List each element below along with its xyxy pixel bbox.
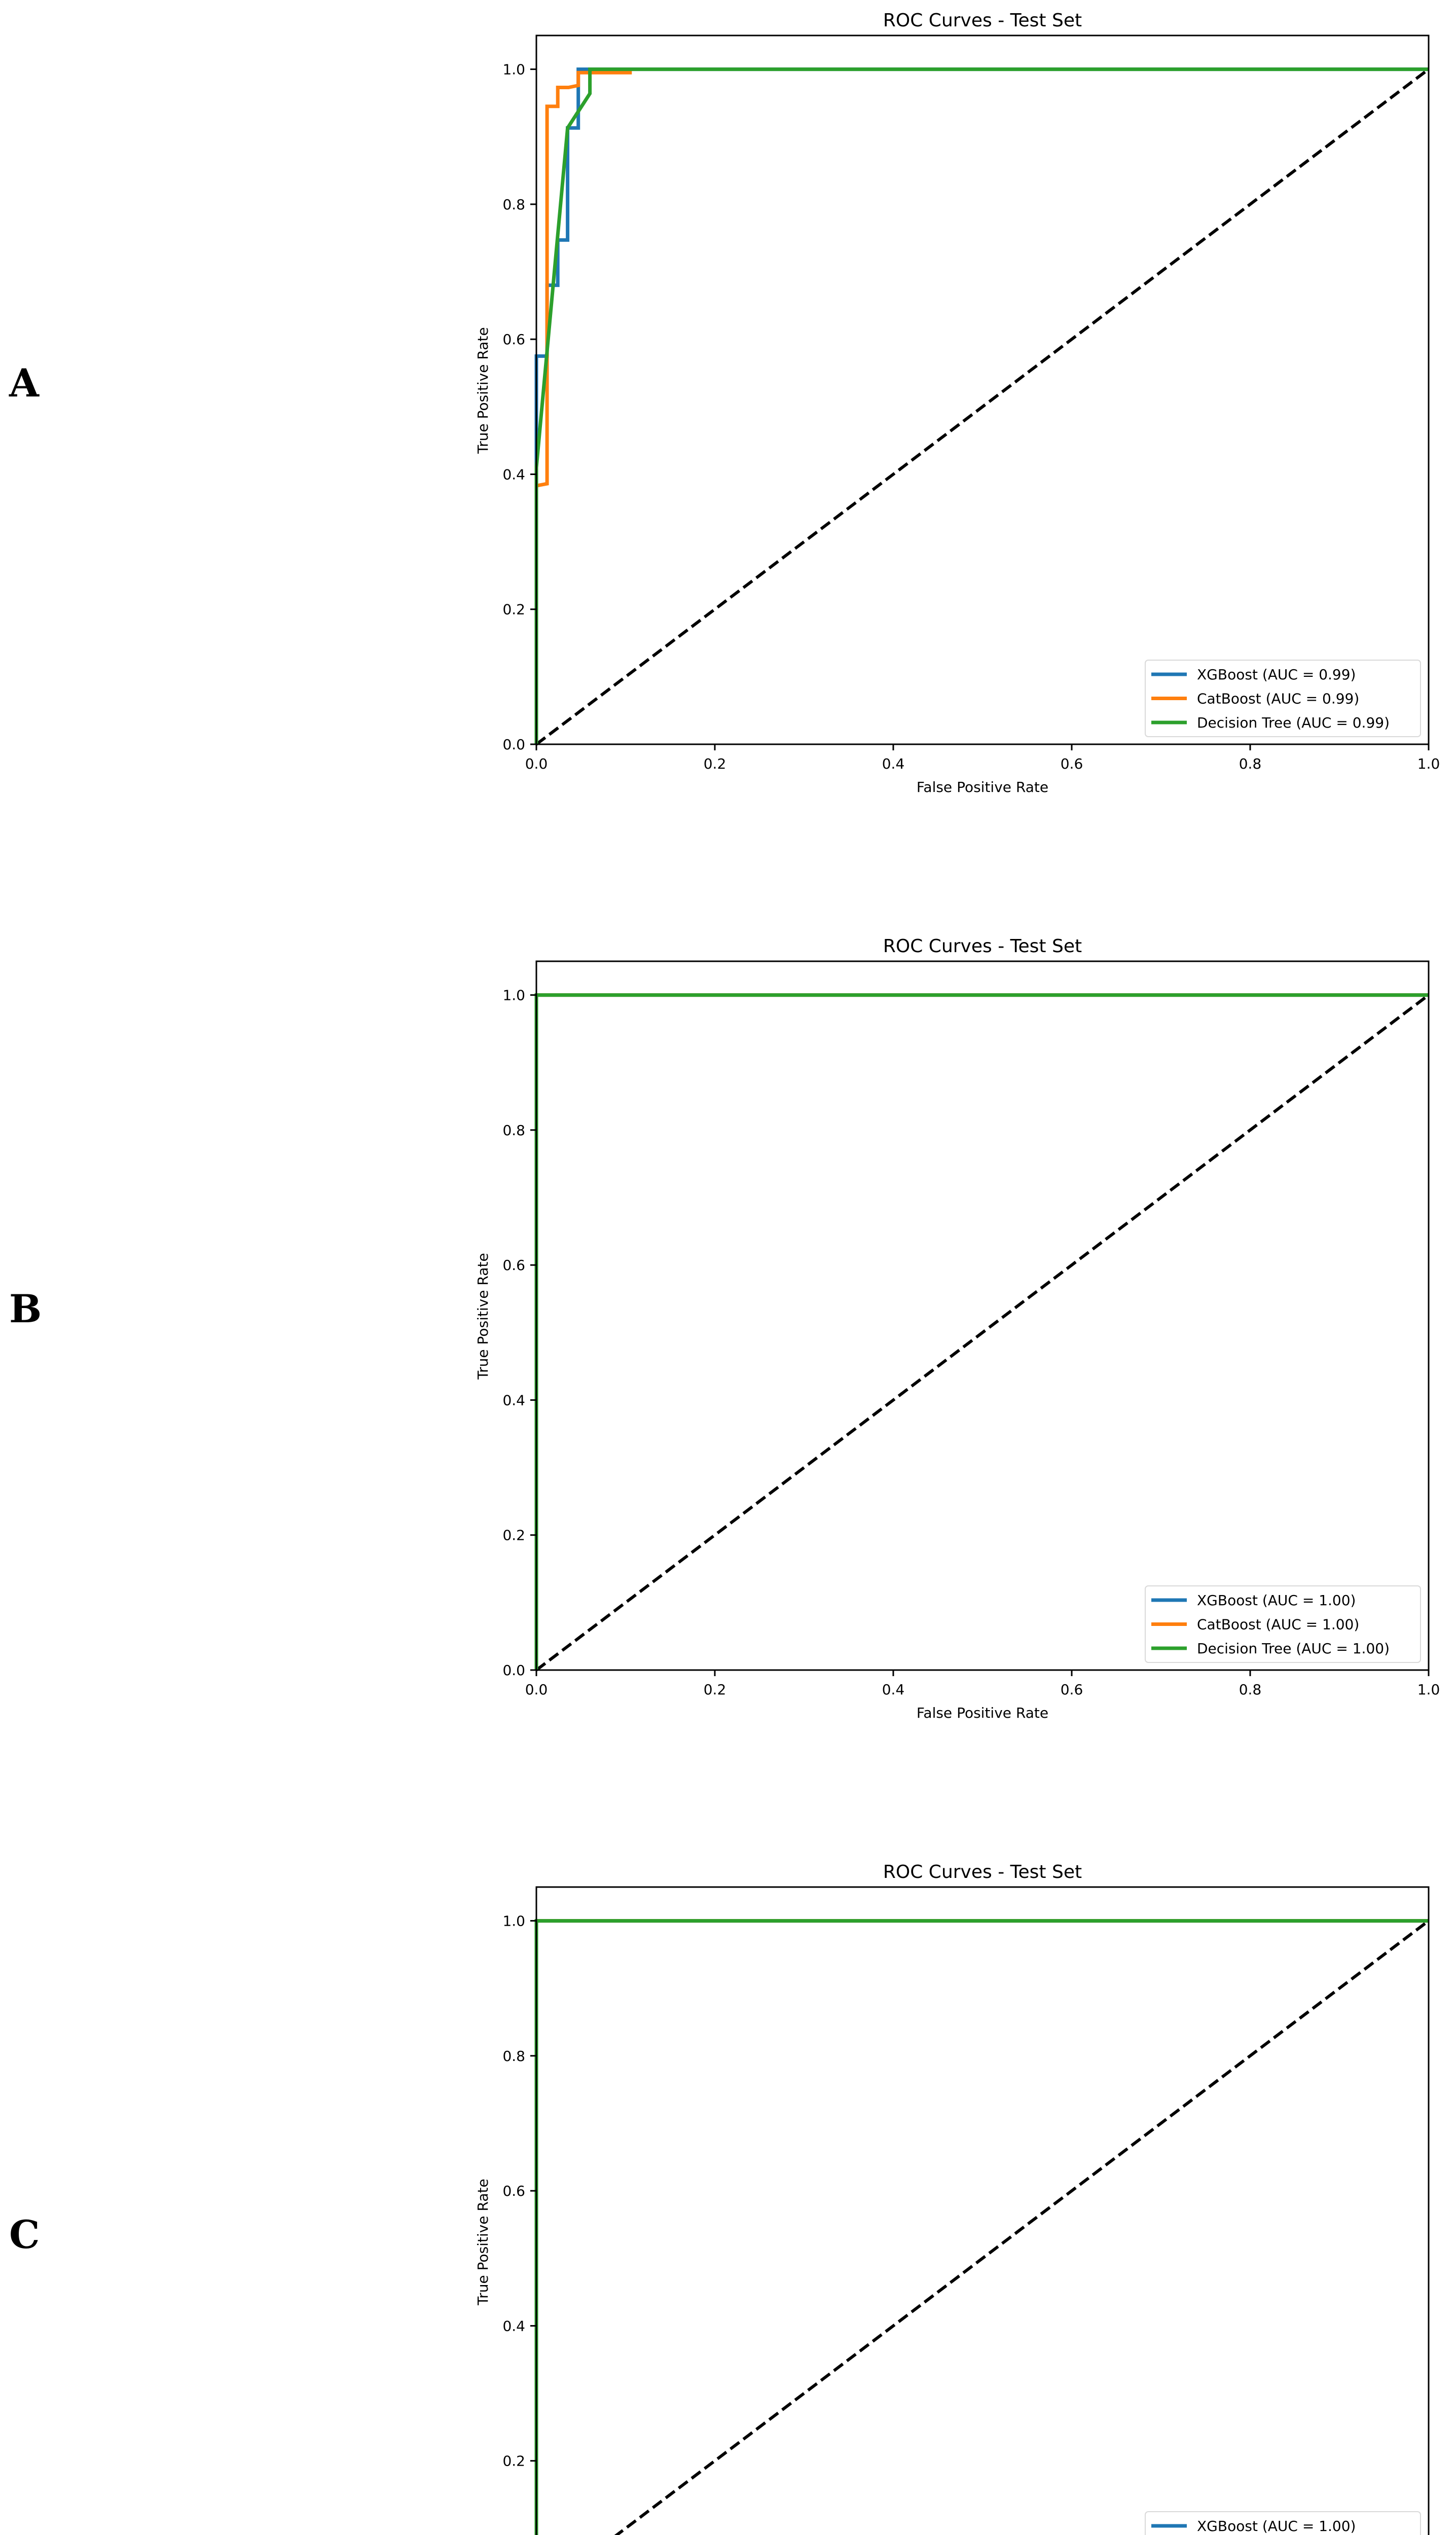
panel-label: A <box>9 360 39 406</box>
y-tick-label: 1.0 <box>502 61 525 78</box>
y-axis-label: True Positive Rate <box>475 1253 491 1380</box>
chart-title: ROC Curves - Test Set <box>883 936 1082 957</box>
legend-item: Decision Tree (AUC = 0.99) <box>1151 714 1390 731</box>
axes-frame <box>535 960 1430 1671</box>
panel-label: B <box>9 1286 42 1331</box>
legend-label: Decision Tree (AUC = 1.00) <box>1197 1640 1390 1657</box>
roc-chart: ROC Curves - Test Set 0.0 0.2 0.4 0.6 0.8 1.0… <box>475 936 1440 1721</box>
reference-diagonal-line <box>535 68 1430 746</box>
legend-label: Decision Tree (AUC = 0.99) <box>1197 714 1390 731</box>
legend-item: CatBoost (AUC = 1.00) <box>1151 1616 1359 1633</box>
legend-box <box>1145 2511 1421 2535</box>
legend: XGBoost (AUC = 0.99) CatBoost (AUC = 0.99… <box>1145 660 1421 737</box>
x-tick-label: 0.8 <box>1239 1681 1262 1698</box>
legend-item: CatBoost (AUC = 0.99) <box>1151 691 1359 707</box>
y-tick-label: 0.0 <box>502 736 525 753</box>
plot-area <box>534 1886 1430 2535</box>
reference-diagonal-line <box>614 1920 1430 2535</box>
y-tick-label: 0.4 <box>502 466 525 483</box>
y-tick-label: 0.4 <box>502 2317 525 2334</box>
x-tick-label: 0.6 <box>1061 755 1083 772</box>
y-axis-label: True Positive Rate <box>475 2179 491 2305</box>
legend-label: CatBoost (AUC = 1.00) <box>1197 1616 1359 1633</box>
legend-item: XGBoost (AUC = 1.00) <box>1151 2518 1356 2534</box>
y-axis: 0.00.20.40.60.81.0 <box>502 1913 536 2470</box>
x-axis-label: False Positive Rate <box>917 779 1048 795</box>
legend-box <box>1145 1585 1421 1663</box>
roc-chart: ROC Curves - Test Set 0.0 0.2 0.4 0.6 0.8 1.0… <box>475 10 1440 795</box>
axes-frame <box>535 1886 1430 2535</box>
roc-curve-1 <box>534 70 632 744</box>
x-tick-label: 1.0 <box>1417 755 1440 772</box>
x-axis: 0.0 0.2 0.4 0.6 0.8 1.0 <box>525 1670 1440 1698</box>
y-tick-label: 0.8 <box>502 1122 525 1139</box>
axes-frame <box>535 34 1430 745</box>
y-tick-label: 1.0 <box>502 1913 525 1930</box>
x-tick-label: 0.6 <box>1061 1681 1083 1698</box>
y-tick-label: 0.2 <box>502 1527 525 1544</box>
y-axis-label: True Positive Rate <box>475 327 491 454</box>
roc-curve-0 <box>534 1919 1429 2535</box>
legend-box <box>1145 660 1421 737</box>
x-axis: 0.0 0.2 0.4 0.6 0.8 1.0 <box>525 744 1440 772</box>
legend-label: XGBoost (AUC = 1.00) <box>1197 1592 1356 1609</box>
roc-chart: ROC Curves - Test Set 0.00.20.40.60.81.0… <box>475 1862 1430 2535</box>
y-axis: 0.0 0.2 0.4 0.6 0.8 1.0 <box>502 987 536 1679</box>
reference-diagonal-line <box>535 994 1430 1672</box>
x-tick-label: 0.4 <box>882 755 905 772</box>
y-tick-label: 0.2 <box>502 601 525 618</box>
x-tick-label: 1.0 <box>1417 1681 1440 1698</box>
chart-title: ROC Curves - Test Set <box>883 1862 1082 1882</box>
y-tick-label: 0.6 <box>502 2183 525 2199</box>
y-tick-label: 0.4 <box>502 1392 525 1408</box>
y-tick-label: 0.6 <box>502 1257 525 1274</box>
roc-curve-1 <box>534 1919 1429 2535</box>
legend-label: XGBoost (AUC = 0.99) <box>1197 666 1356 683</box>
x-tick-label: 0.2 <box>704 755 726 772</box>
y-tick-label: 1.0 <box>502 987 525 1004</box>
x-tick-label: 0.0 <box>525 755 548 772</box>
legend-label: XGBoost (AUC = 1.00) <box>1197 2518 1356 2534</box>
legend: XGBoost (AUC = 1.00)CatBoost (AUC = 1.00… <box>1145 2511 1421 2535</box>
y-axis: 0.0 0.2 0.4 0.6 0.8 1.0 <box>502 61 536 753</box>
legend: XGBoost (AUC = 1.00) CatBoost (AUC = 1.00… <box>1145 1585 1421 1663</box>
panel-c: C ROC Curves - Test Set 0.00.20.40.60.81… <box>0 1852 1456 2535</box>
x-axis-label: False Positive Rate <box>917 1705 1048 1721</box>
panel-label: C <box>9 2212 40 2257</box>
panel-a: A ROC Curves - Test Set 0.0 0.2 0.4 0.6 0.8 1… <box>0 0 1456 926</box>
legend-label: CatBoost (AUC = 0.99) <box>1197 691 1359 707</box>
y-tick-label: 0.6 <box>502 331 525 348</box>
plot-area <box>534 34 1430 746</box>
x-tick-label: 0.8 <box>1239 755 1262 772</box>
legend-item: XGBoost (AUC = 1.00) <box>1151 1592 1356 1609</box>
x-tick-label: 0.4 <box>882 1681 905 1698</box>
panel-b: B ROC Curves - Test Set 0.0 0.2 0.4 0.6 0.8 1… <box>0 926 1456 1852</box>
x-tick-label: 0.0 <box>525 1681 548 1698</box>
legend-item: Decision Tree (AUC = 1.00) <box>1151 1640 1390 1657</box>
y-tick-label: 0.8 <box>502 196 525 213</box>
x-tick-label: 0.2 <box>704 1681 726 1698</box>
y-tick-label: 0.0 <box>502 1662 525 1679</box>
y-tick-label: 0.2 <box>502 2453 525 2470</box>
y-tick-label: 0.8 <box>502 2048 525 2065</box>
chart-title: ROC Curves - Test Set <box>883 10 1082 31</box>
plot-area <box>534 960 1430 1672</box>
legend-item: XGBoost (AUC = 0.99) <box>1151 666 1356 683</box>
roc-curve-2 <box>534 1919 1429 2535</box>
